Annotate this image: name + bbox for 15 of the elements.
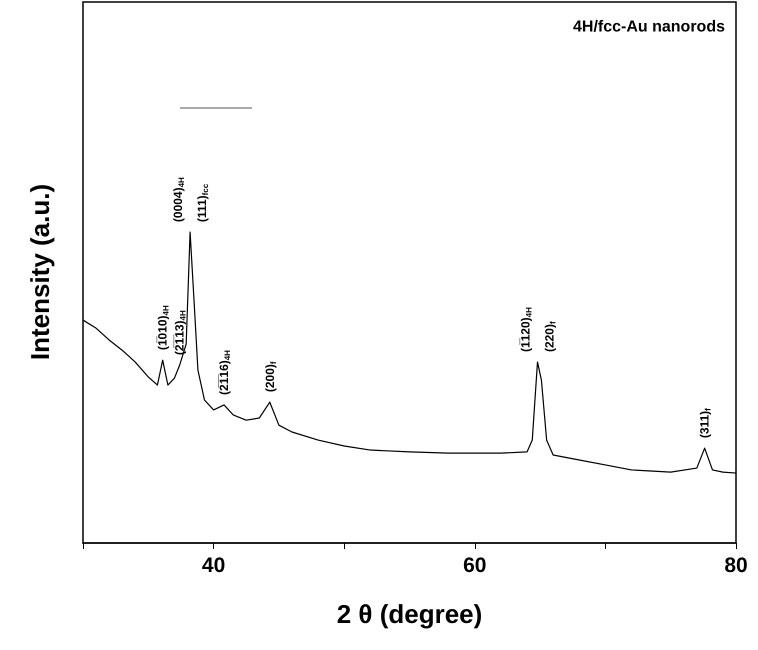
annotation: (1̅120)4H (518, 306, 534, 352)
x-tick-label: 40 (202, 554, 226, 577)
annotation: (111)fcc (195, 183, 210, 222)
annotation: (1̅010)4H (156, 305, 171, 350)
x-tick-label: 80 (724, 554, 748, 577)
chart-title: 4H/fcc-Au nanorods (572, 18, 726, 36)
annotation: (200)f (262, 361, 278, 392)
annotation: (0004)4H (171, 176, 186, 222)
annotation: (2̅1̅13)4H (172, 310, 188, 356)
x-axis-title: 2 θ (degree) (336, 599, 482, 629)
x-tick-label: 60 (463, 554, 486, 577)
annotation: (2̅1̅16)4H (217, 350, 232, 395)
y-axis-title: Intensity (a.u.) (25, 184, 55, 360)
annotation: (220)f (542, 321, 558, 352)
annotation: (311)f (698, 408, 713, 438)
